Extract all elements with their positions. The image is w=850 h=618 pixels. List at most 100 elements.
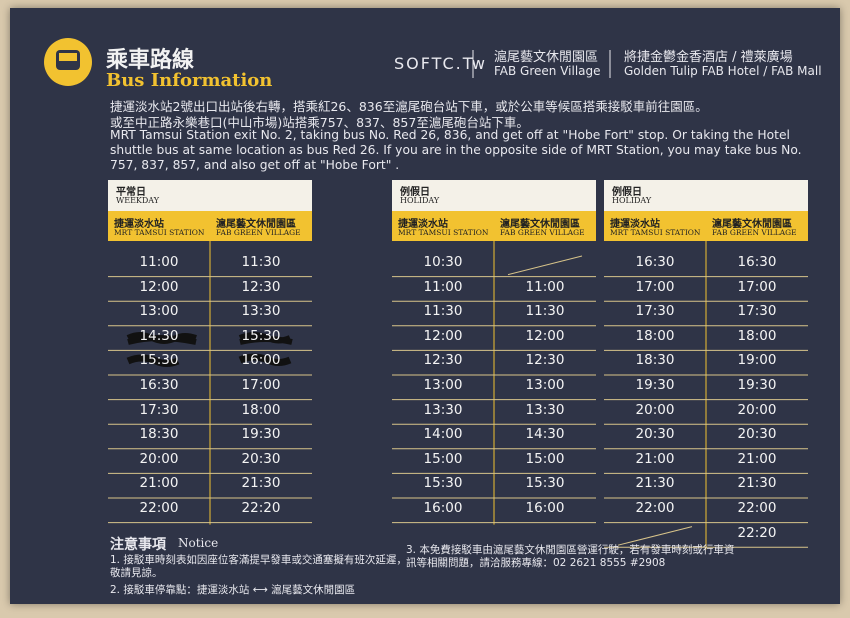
time: 20:30 [635,426,675,443]
column-header [108,211,312,241]
time: 15:30 [139,352,179,369]
time: 22:20 [241,500,281,516]
column-zh: 捷運淡水站 [610,219,660,230]
time: 15:00 [525,450,565,467]
column-zh: 滬尾藝文休閒園區 [500,219,580,230]
time: 14:30 [525,426,565,443]
venue-zh: 將捷金鬱金香酒店 / 禮萊廣場 [624,50,793,65]
time: 21:00 [737,450,777,467]
time: 12:30 [241,278,281,295]
time: 14:00 [423,426,463,443]
time: 13:30 [525,401,565,418]
time: 17:30 [139,401,179,418]
time: 18:30 [139,426,179,443]
table-label-en: HOLIDAY [400,196,440,205]
time: 17:00 [241,377,281,393]
table-header [604,180,808,211]
table-header [392,180,596,211]
time: 20:00 [737,401,777,418]
time: 21:00 [139,475,179,492]
time: 16:00 [241,352,281,369]
time: 12:00 [139,278,179,295]
time: 16:00 [525,500,565,516]
time: 21:30 [635,475,675,492]
logo: SOFTC.Tw [394,54,487,73]
time: 20:00 [139,450,179,467]
time: 21:00 [635,450,675,467]
time: 17:30 [737,303,777,320]
notice-item: 3. 本免費接駁車由滬尾藝文休閒園區營運行駛，若有發車時刻或行車資訊等相關問題，… [406,544,735,569]
time: 15:30 [525,475,565,492]
time: 14:30 [139,327,179,344]
notice-item: 2. 接駁車停靠點：捷運淡水站 ⟷ 滬尾藝文休閒園區 [110,584,356,596]
time: 16:30 [635,254,675,270]
title-en: Bus Information [106,70,273,91]
time: 13:30 [241,303,281,320]
time: 15:30 [423,475,463,492]
venue-en: FAB Green Village [494,64,601,78]
time: 19:30 [635,377,675,393]
time: 16:30 [139,377,179,393]
column-en: FAB GREEN VILLAGE [500,228,585,237]
table-label-en: WEEKDAY [116,196,160,205]
time: 12:30 [423,352,463,369]
column-en: MRT TAMSUI STATION [610,228,701,237]
time: 21:30 [241,475,281,492]
column-zh: 滬尾藝文休閒園區 [216,219,296,230]
time: 18:00 [737,327,777,344]
table-label-zh: 例假日 [400,187,430,198]
column-header [604,211,808,241]
time: 17:30 [635,303,675,320]
time: 19:00 [737,352,777,369]
notice-title-en: Notice [178,536,219,550]
decor [44,38,808,550]
time: 21:30 [737,475,777,492]
time: 10:30 [423,254,463,270]
directions-zh: 捷運淡水站2號出口出站後右轉，搭乘紅26、836至滬尾砲台站下車，或於公車等候區… [110,99,708,114]
schedule-card: 乘車路線 Bus Information SOFTC.Tw 滬尾藝文休閒園區 F… [10,8,840,604]
time: 17:00 [635,278,675,295]
column-en: MRT TAMSUI STATION [114,228,205,237]
column-zh: 捷運淡水站 [398,219,448,230]
time: 15:00 [423,450,463,467]
table-label-en: HOLIDAY [612,196,652,205]
venue-zh: 滬尾藝文休閒園區 [494,50,599,65]
time: 13:00 [139,303,179,320]
time: 19:30 [241,426,281,443]
title-zh: 乘車路線 [106,48,195,73]
time: 13:00 [525,377,565,393]
column-zh: 捷運淡水站 [114,219,164,230]
time: 18:00 [635,327,675,344]
column-header [392,211,596,241]
time: 18:00 [241,401,281,418]
scribble [126,332,197,345]
time: 20:00 [635,401,675,418]
scribble [238,332,293,345]
column-zh: 滬尾藝文休閒園區 [712,219,792,230]
time: 11:30 [423,303,463,320]
time: 19:30 [737,377,777,393]
empty-slash [617,526,693,546]
time: 13:00 [423,377,463,393]
table-label-zh: 平常日 [116,187,146,198]
time: 11:00 [139,254,179,270]
time: 11:00 [525,278,565,295]
directions-zh: 或至中正路永樂巷口(中山市場)站搭乘757、837、857至滬尾砲台站下車。 [110,115,529,130]
time: 22:00 [139,500,179,516]
directions-en: MRT Tamsui Station exit No. 2, taking bu… [110,128,802,172]
time: 11:00 [423,278,463,295]
time: 22:00 [635,500,675,516]
scribble [238,353,292,366]
time: 12:30 [525,352,565,369]
column-en: FAB GREEN VILLAGE [216,228,301,237]
time: 16:00 [423,500,463,516]
time: 13:30 [423,401,463,418]
time: 22:20 [737,524,777,541]
time: 16:30 [737,254,777,270]
time: 11:30 [525,303,565,320]
time: 17:00 [737,278,777,295]
time: 15:30 [241,327,281,344]
time: 11:30 [241,254,281,270]
column-en: MRT TAMSUI STATION [398,228,489,237]
